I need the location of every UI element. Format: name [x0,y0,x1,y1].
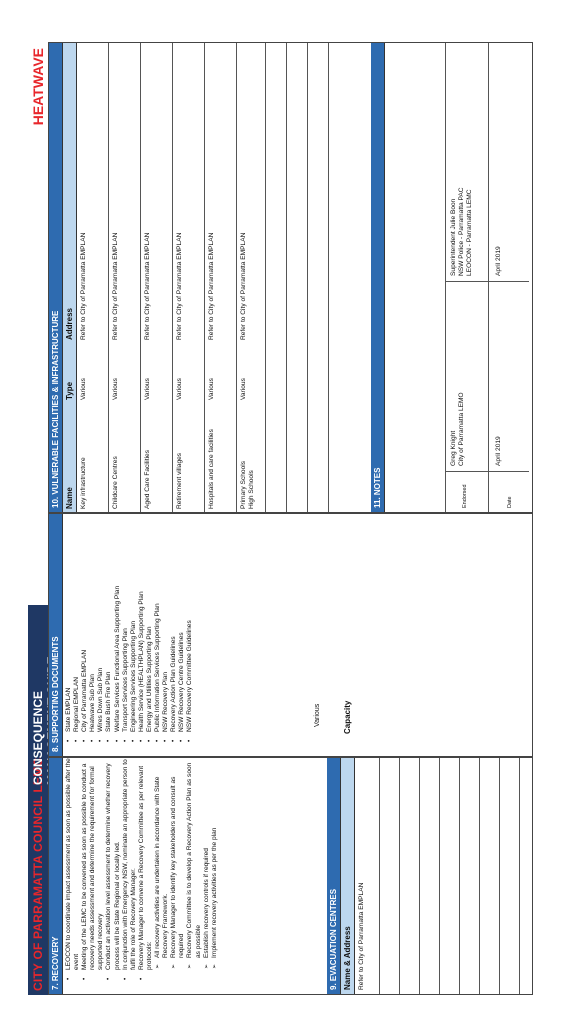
supporting-header: 8. SUPPORTING DOCUMENTS [49,514,63,756]
supporting-document-item: Welfare Services Functional Area Support… [114,514,122,734]
recovery-sub-item: Recovery Manager to identify key stakeho… [170,758,186,960]
recovery-item: Recovery Manager to convene a Recovery C… [138,758,154,972]
facility-name: Primary Schools [240,460,247,509]
supporting-document-item: Health Service (HEALTHPLAN) Supporting P… [138,514,146,734]
facility-name: Aged Care Facilities [144,449,151,509]
supporting-document-item: Engineering Services Supporting Plan [130,514,138,734]
facility-address: Refer to City of Parramatta EMPLAN [80,232,87,340]
recovery-item: In conjunction with Emergency NSW, nomin… [122,758,138,972]
facilities-table: Key infrastructure Various Refer to City o… [77,43,266,512]
facilities-empty-row [308,43,329,512]
facilities-address-col: Address [65,307,74,340]
council-title: CITY OF PARRAMATTA COUNCIL LEMC [31,757,45,991]
endorser2-role: LEOCON - Parramatta LEMC [466,189,473,276]
facility-name: Retirement villages [176,452,183,509]
recovery-sub-item: Recovery Committee is to develop a Recov… [186,758,202,960]
guide-frame: CITY OF PARRAMATTA COUNCIL LEMC CONSEQUE… [28,42,533,995]
recovery-sub-item: All recovery activities are undertaken i… [154,758,170,960]
recovery-item: Meeting of the LEMC to be convened as so… [81,758,105,972]
evacuation-row: Refer to City of Parramatta EMPLAN [355,758,380,994]
notes-header: 11. NOTES [371,43,385,512]
facilities-columns: Name Type Address [63,43,77,512]
supporting-document-item: Regional EMPLAN [73,514,81,734]
supporting-document-item: Recovery Action Plan Guidelines [170,514,178,734]
facility-row: Retirement villages Various Refer to City … [173,43,205,512]
facility-row: Key infrastructure Various Refer to City o… [77,43,109,512]
facility-name: Hospitals and care facilities [208,429,215,509]
facility-address: Refer to City of Parramatta EMPLAN [176,232,183,340]
date-label: Date [507,496,513,508]
facility-address: Refer to City of Parramatta EMPLAN [144,232,151,340]
recovery-column: 7. RECOVERY LEOCON to coordinate impact … [48,701,533,995]
facilities-type-col: Type [65,381,74,400]
facility-type: Various [144,378,151,400]
evacuation-empty-row [440,758,460,994]
supporting-document-item: Wires Down Sub Plan [97,514,105,734]
facility-row: Childcare Centres Various Refer to City of… [109,43,141,512]
facilities-empty-row [266,43,287,512]
recovery-list: LEOCON to coordinate impact assessment a… [63,758,327,994]
supporting-document-item: State EMPLAN [65,514,73,734]
facility-name: Key infrastructure [80,457,87,509]
supporting-document-item: City of Parramatta EMPLAN [81,514,89,734]
facility-address: Refer to City of Parramatta EMPLAN [112,232,119,340]
facility-address: Refer to City of Parramatta EMPLAN [208,232,215,340]
supporting-document-item: Heatwave Sub Plan [89,514,97,734]
facilities-empty-row [287,43,308,512]
evacuation-empty-row [420,758,440,994]
supporting-document-item: NSW Recovery Committee Guidelines [186,514,194,734]
evacuation-empty-row [500,758,520,994]
endorser2-name: Superintendent Julie Boon [450,198,457,276]
facility-row: Aged Care Facilities Various Refer to City… [141,43,173,512]
supporting-document-item: NSW Recovery Centre Guidelines [178,514,186,734]
supporting-document-item: Transport Services Supporting Plan [122,514,130,734]
facility-name-secondary: High Schools [248,470,255,509]
facility-row: Hospitals and care facilities Various Refe… [205,43,237,512]
evacuation-empty-row [460,758,480,994]
endorser1-org: City of Parramatta LEMO [458,392,465,466]
evacuation-empty-row [380,758,400,994]
hazard-label: HEATWAVE [30,48,46,126]
facilities-column: 10. VULNERABLE FACILITIES & INFRASTRUCTU… [48,42,533,513]
evacuation-empty-row [400,758,420,994]
supporting-document-item: Public Information Services Supporting P… [154,514,162,734]
evacuation-name-col: Name & Address [343,926,352,990]
supporting-list: State EMPLANRegional EMPLANCity of Parra… [63,514,195,756]
endorser2-org: NSW Police - Parramatta PAC [458,187,465,276]
endorsed-row: Endorsed Greg Knight City of Parramatta … [446,43,489,512]
evacuation-columns: Name & Address Capacity [341,701,355,994]
facility-type: Various [208,378,215,400]
evacuation-row-capacity: Various [314,703,321,727]
recovery-sub-item: Implement recovery activities as per the… [211,758,219,960]
recovery-header: 7. RECOVERY [49,758,63,994]
facilities-name-col: Name [65,487,74,509]
evacuation-empty-row [480,758,500,994]
facility-type: Various [80,378,87,400]
recovery-item: LEOCON to coordinate impact assessment a… [65,758,81,972]
facility-type: Various [240,378,247,400]
endorser1-date: April 2019 [495,436,502,466]
facilities-header: 10. VULNERABLE FACILITIES & INFRASTRUCTU… [49,43,63,512]
supporting-column: 8. SUPPORTING DOCUMENTS State EMPLANRegi… [48,513,533,757]
facility-type: Various [176,378,183,400]
recovery-item: Conduct an activation level assessment t… [105,758,121,972]
supporting-document-item: State Bush Fire Plan [105,514,113,734]
evacuation-table: Refer to City of Parramatta EMPLAN [355,758,530,994]
evacuation-row-name: Refer to City of Parramatta EMPLAN [358,882,365,990]
evacuation-header: 9. EVACUATION CENTRES [327,758,341,994]
recovery-sub-item: Establish recovery controls if required [203,758,211,960]
title-bar: CITY OF PARRAMATTA COUNCIL LEMC CONSEQUE… [28,605,59,995]
supporting-document-item: Energy and Utilities Supporting Plan [146,514,154,734]
endorsed-label: Endorsed [462,484,468,508]
facility-address: Refer to City of Parramatta EMPLAN [240,232,247,340]
endorser1-name: Greg Knight [450,430,457,466]
endorser2-date: April 2019 [495,246,502,276]
facility-row: Primary Schools High Schools Various Refer … [237,43,266,512]
date-row: Date April 2019 April 2019 [489,43,529,512]
facility-name: Childcare Centres [112,456,119,509]
notes-area [385,43,446,512]
facility-type: Various [112,378,119,400]
supporting-document-item: NSW Recovery Plan [162,514,170,734]
